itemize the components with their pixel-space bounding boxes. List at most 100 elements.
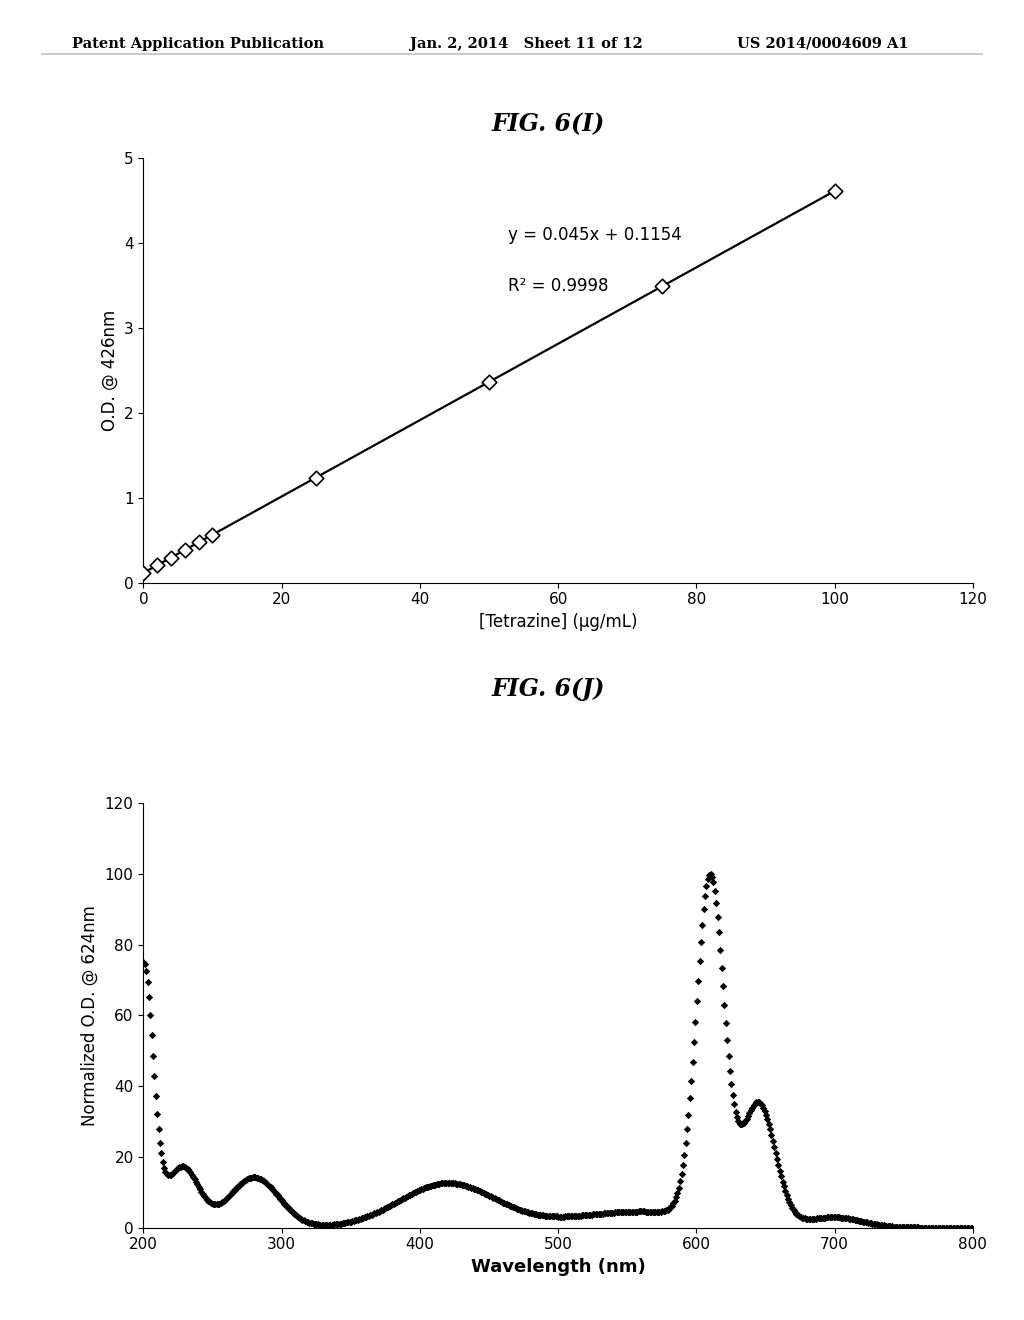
Point [742,1100,759,1121]
Point [810,1208,826,1229]
Point [946,1217,963,1238]
Point [624,1201,640,1222]
Point [615,1201,632,1222]
Point [311,1214,328,1236]
Point [195,1184,211,1205]
Point [814,1208,830,1229]
Point [230,1175,247,1196]
Point [591,1204,607,1225]
Point [246,1167,262,1188]
X-axis label: Wavelength (nm): Wavelength (nm) [471,1258,645,1276]
Point [727,1101,743,1122]
Point [278,1195,294,1216]
Point [687,1011,703,1032]
Point [525,1203,542,1224]
Point [699,869,716,890]
Point [344,1210,360,1232]
Point [706,871,722,892]
Point [509,1199,525,1220]
Text: Jan. 2, 2014   Sheet 11 of 12: Jan. 2, 2014 Sheet 11 of 12 [410,37,642,51]
Point [759,1109,775,1130]
Point [499,1193,515,1214]
Point [762,1119,778,1140]
Point [486,1188,503,1209]
Point [954,1217,971,1238]
Point [674,1163,690,1184]
Point [495,1192,511,1213]
Point [474,1181,490,1203]
Point [723,1073,739,1094]
Point [798,1208,814,1229]
Point [475,1183,492,1204]
Point [138,960,155,981]
Point [155,1151,171,1172]
Point [612,1201,629,1222]
Point [874,1214,891,1236]
Point [710,906,726,927]
Point [896,1217,912,1238]
Point [211,1193,227,1214]
Point [772,1160,788,1181]
Point [174,1156,190,1177]
Point [682,1088,698,1109]
Point [483,1187,500,1208]
Point [422,1176,438,1197]
Point [655,1201,672,1222]
Point [146,1067,163,1088]
Point [251,1168,267,1189]
Point [825,1206,842,1228]
Point [325,1214,341,1236]
Point [395,1188,412,1209]
Point [477,1183,494,1204]
Point [670,1183,686,1204]
Point [482,1185,499,1206]
Point [447,1173,464,1195]
Point [739,1105,756,1126]
Point [603,1203,620,1224]
Point [214,1192,230,1213]
Point [643,1201,659,1222]
Point [556,1206,572,1228]
Point [513,1200,529,1221]
Y-axis label: O.D. @ 426nm: O.D. @ 426nm [100,310,119,432]
Point [745,1094,762,1115]
Point [466,1177,482,1199]
Point [707,880,723,902]
Point [289,1205,305,1226]
Point [611,1201,628,1222]
Point [738,1109,755,1130]
Point [162,1164,178,1185]
Point [863,1213,880,1234]
Point [650,1201,667,1222]
Point [857,1212,873,1233]
Point [194,1181,210,1203]
Point [368,1203,384,1224]
Point [647,1201,664,1222]
Point [182,1162,199,1183]
Point [239,1168,255,1189]
Point [135,562,152,583]
Point [963,1217,979,1238]
Point [257,1172,273,1193]
Point [473,1181,489,1203]
Point [209,1193,225,1214]
Point [701,865,718,886]
Point [947,1217,964,1238]
Point [163,1164,179,1185]
Point [920,1217,936,1238]
Point [924,1217,940,1238]
Point [503,1196,519,1217]
Point [588,1204,604,1225]
Point [571,1205,588,1226]
Point [900,1217,916,1238]
Point [644,1201,660,1222]
Point [272,1188,289,1209]
Point [507,1197,523,1218]
Point [934,1217,950,1238]
Point [177,1156,194,1177]
Point [221,1185,238,1206]
Point [891,1216,907,1237]
Point [281,1197,297,1218]
Point [201,1191,217,1212]
Point [226,1179,243,1200]
